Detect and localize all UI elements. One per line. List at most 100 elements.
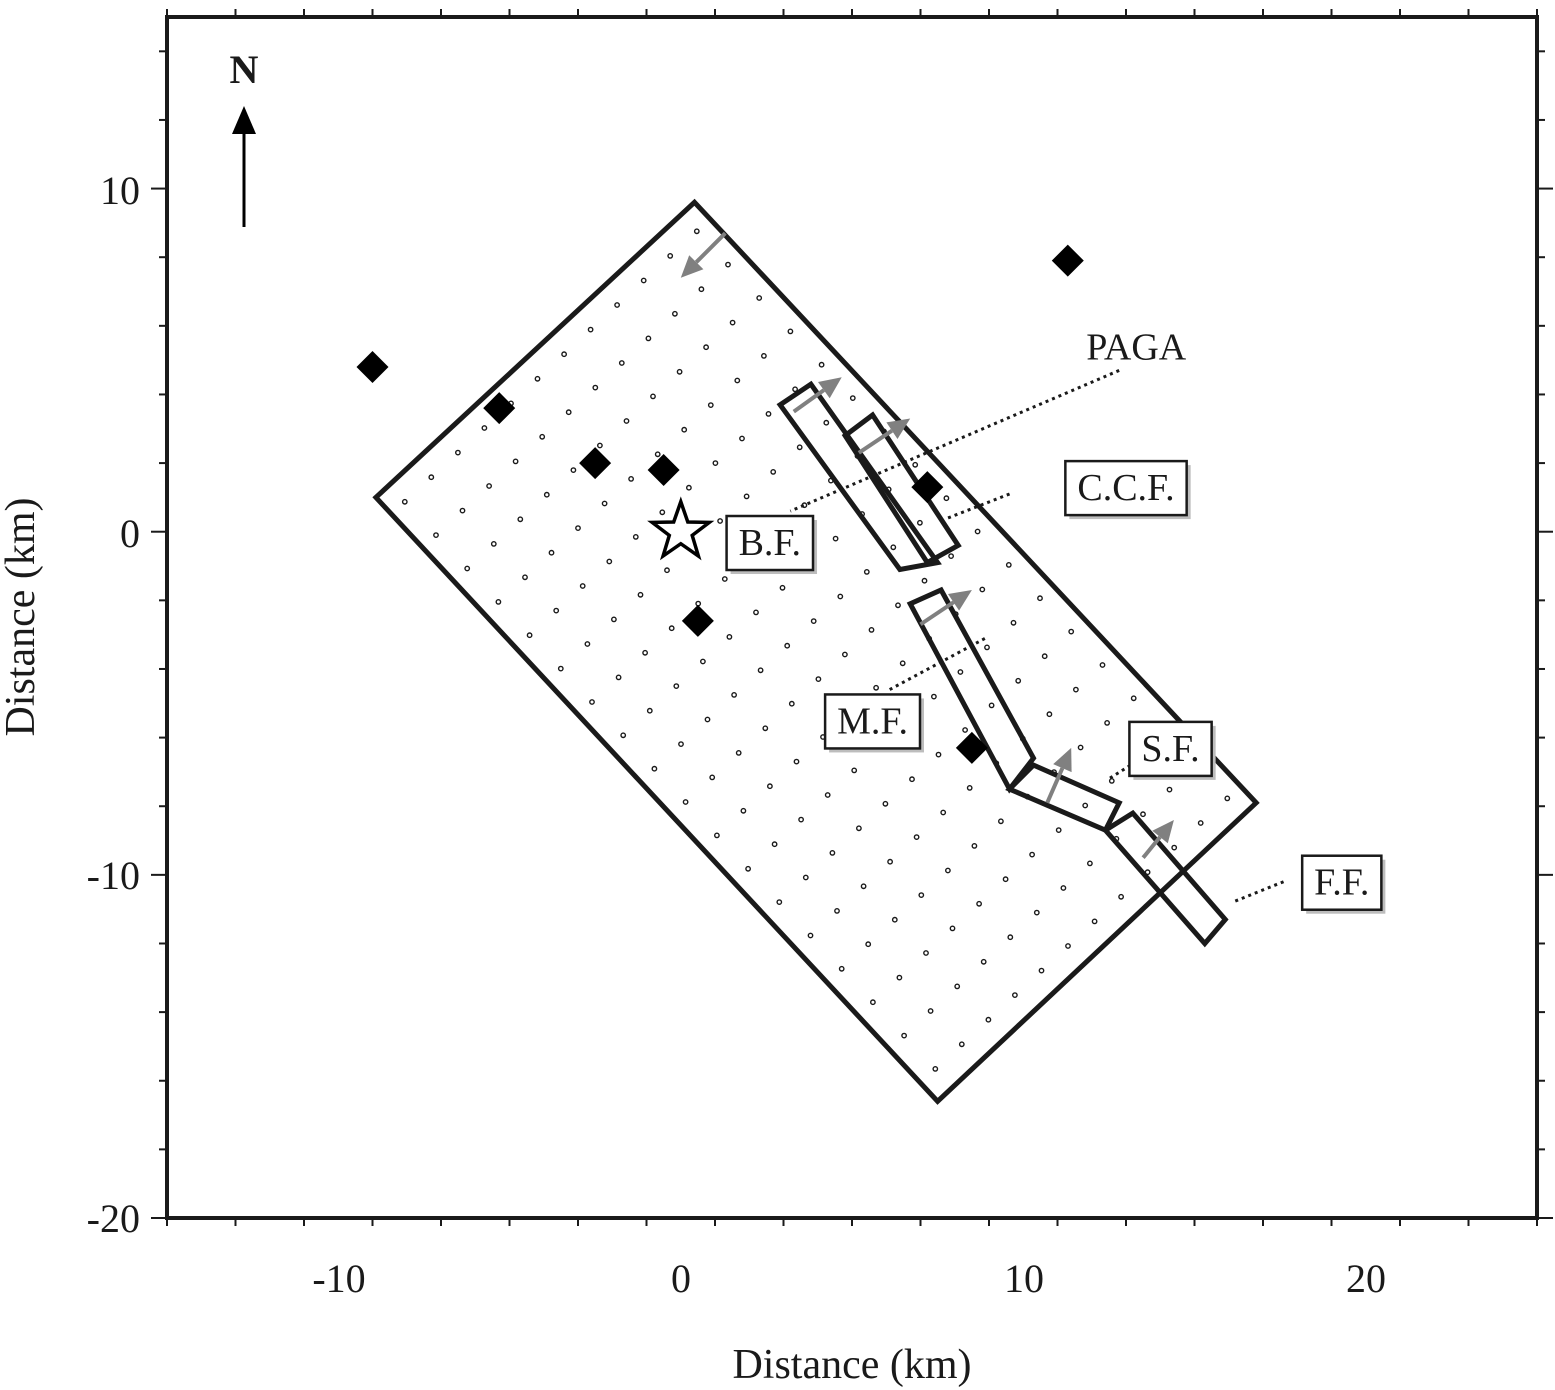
- grid-point: [851, 767, 858, 774]
- grid-point: [1099, 662, 1106, 668]
- grid-point: [834, 908, 840, 914]
- grid-point: [838, 965, 845, 972]
- grid-point: [739, 435, 745, 442]
- grid-point: [1118, 893, 1125, 900]
- slip-arrow-sf-head-icon: [1053, 747, 1072, 773]
- grid-point: [703, 344, 709, 351]
- grid-point: [1082, 802, 1089, 809]
- grid-point: [628, 475, 634, 482]
- grid-point: [646, 707, 653, 714]
- grid-point: [856, 825, 862, 832]
- grid-point: [698, 286, 705, 293]
- grid-point: [1140, 811, 1146, 818]
- grid-point: [860, 883, 867, 890]
- grid-point: [664, 567, 670, 574]
- slip-arrow-sf-shaft: [1045, 767, 1065, 804]
- grid-point: [712, 460, 719, 466]
- x-tick-label-0: 0: [671, 1256, 691, 1301]
- epicenter-star-icon: [647, 496, 715, 561]
- label-box-ff: [1300, 854, 1383, 911]
- grid-point: [725, 261, 731, 268]
- y-tick-label-neg10: -10: [87, 853, 140, 898]
- grid-point: [870, 999, 876, 1006]
- fault-outline-bf: [776, 380, 942, 573]
- grid-point: [1065, 943, 1071, 949]
- grid-point: [753, 609, 759, 616]
- grid-point: [1037, 595, 1043, 602]
- label-mf: M.F.: [837, 700, 908, 742]
- grid-point: [985, 1016, 992, 1023]
- grid-point: [998, 818, 1004, 825]
- north-label: N: [230, 47, 259, 92]
- slip-arrow-top-head-icon: [680, 255, 704, 278]
- grid-point: [490, 541, 497, 547]
- label-box-bf: [725, 514, 815, 572]
- grid-point: [1130, 695, 1137, 702]
- grid-point: [700, 658, 706, 665]
- grid-point: [887, 858, 893, 865]
- grid-point: [788, 700, 795, 707]
- grid-point: [1224, 795, 1231, 802]
- fault-outline-ff: [1101, 809, 1229, 948]
- grid-point: [1012, 992, 1018, 998]
- grid-point: [526, 632, 533, 639]
- grid-point: [611, 616, 617, 623]
- grid-point: [1029, 851, 1036, 858]
- grid-point: [1015, 677, 1022, 684]
- grid-point: [818, 361, 825, 368]
- grid-point: [587, 326, 594, 333]
- grid-point: [601, 500, 608, 507]
- grid-point: [714, 832, 720, 839]
- grid-point: [642, 649, 648, 656]
- grid-point: [553, 607, 560, 614]
- slip-arrow-mf-head-icon: [948, 590, 972, 611]
- grid-point: [793, 758, 800, 765]
- grid-point: [974, 528, 981, 535]
- grid-point: [776, 899, 783, 905]
- grid-point: [707, 402, 714, 408]
- grid-point: [651, 765, 658, 772]
- label-pointer-sf: [1108, 760, 1138, 781]
- grid-point: [815, 676, 822, 682]
- grid-point: [767, 783, 773, 790]
- grid-point: [1073, 686, 1079, 693]
- y-tick-label-10: 10: [100, 168, 140, 213]
- grid-point: [1060, 885, 1067, 891]
- x-tick-label-10: 10: [1004, 1256, 1044, 1301]
- slip-arrow-bf-head-icon: [818, 377, 842, 399]
- grid-point: [1068, 628, 1075, 635]
- station-diamond-icon: [911, 471, 944, 504]
- grid-point: [539, 433, 546, 440]
- grid-point: [1166, 786, 1173, 793]
- grid-point: [1197, 820, 1204, 826]
- grid-point: [921, 577, 928, 584]
- grid-point: [1108, 778, 1115, 784]
- grid-point: [837, 593, 844, 600]
- grid-point: [932, 1066, 939, 1072]
- grid-point: [945, 867, 951, 874]
- grid-point: [943, 495, 950, 502]
- grid-point: [979, 586, 986, 593]
- grid-point: [829, 850, 836, 856]
- grid-point: [757, 667, 764, 674]
- grid-point: [695, 600, 702, 607]
- grid-point: [824, 792, 831, 798]
- grid-point: [548, 549, 555, 556]
- annotations-layer: PAGA C.C.F. B.F. M.F. S.F. F.F.: [725, 326, 1386, 914]
- grid-point: [481, 425, 488, 431]
- grid-point: [686, 484, 692, 491]
- grid-point: [912, 461, 919, 468]
- grid-point: [787, 328, 794, 335]
- grid-point: [557, 665, 564, 672]
- grid-point: [765, 410, 772, 417]
- grid-point: [896, 974, 903, 981]
- grid-point: [756, 295, 763, 301]
- grid-point: [1041, 653, 1048, 660]
- grid-point: [717, 518, 723, 524]
- grid-point: [1007, 934, 1014, 941]
- label-pointer-ff: [1231, 880, 1285, 904]
- grid-point: [614, 302, 620, 308]
- grid-point: [495, 599, 502, 605]
- station-diamond-icon: [647, 453, 680, 486]
